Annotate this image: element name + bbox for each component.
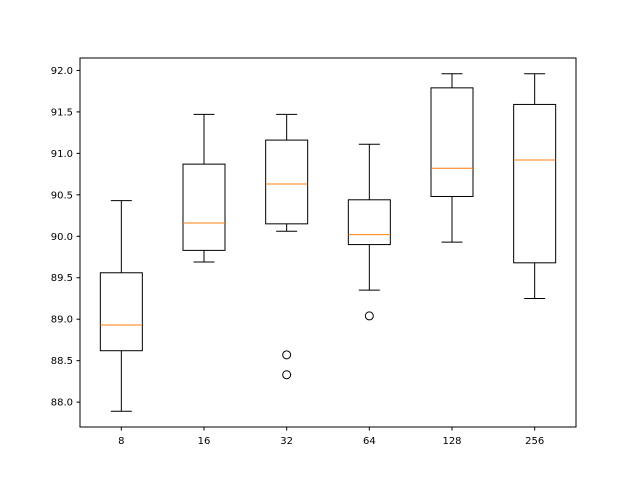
box-group [99, 200, 143, 412]
plot-frame [79, 57, 577, 428]
y-tick-label: 90.5 [51, 190, 73, 201]
box [430, 87, 474, 197]
outlier-point [282, 370, 292, 380]
x-tick-label: 64 [363, 436, 376, 447]
box [513, 103, 557, 264]
box-group [430, 73, 474, 243]
x-axis: 8 16 32 64 128 256 [118, 427, 544, 447]
y-tick-label: 88.5 [51, 356, 73, 367]
box [182, 163, 226, 251]
y-tick-label: 92.0 [51, 66, 73, 77]
box-group [182, 113, 226, 263]
box [347, 199, 391, 246]
x-tick-label: 128 [442, 436, 461, 447]
x-tick-label: 256 [525, 436, 544, 447]
box-group [347, 143, 391, 321]
y-tick-label: 88.0 [51, 398, 73, 409]
box [99, 272, 143, 352]
x-tick-label: 32 [280, 436, 293, 447]
outlier-point [282, 350, 292, 360]
y-tick-label: 91.5 [51, 107, 73, 118]
y-axis: 88.0 88.5 89.0 89.5 90.0 90.5 91.0 91.5 92.0 [51, 66, 80, 409]
y-tick-label: 90.0 [51, 232, 73, 243]
box-group [265, 113, 309, 380]
box-group [513, 73, 557, 299]
x-tick-label: 16 [198, 436, 211, 447]
outlier-point [364, 311, 374, 321]
box [265, 139, 309, 225]
y-tick-label: 91.0 [51, 149, 73, 160]
y-tick-label: 89.0 [51, 315, 73, 326]
plot-marks [99, 73, 557, 412]
y-tick-label: 89.5 [51, 273, 73, 284]
x-tick-label: 8 [118, 436, 124, 447]
